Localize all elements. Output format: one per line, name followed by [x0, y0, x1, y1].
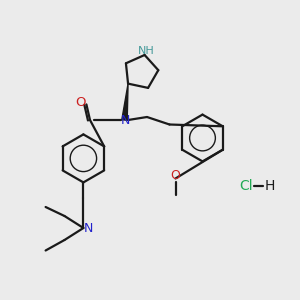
Polygon shape [122, 84, 128, 120]
Text: Cl: Cl [239, 179, 253, 193]
Text: O: O [171, 169, 180, 182]
Text: N: N [121, 114, 130, 127]
Text: NH: NH [138, 46, 155, 56]
Text: H: H [264, 179, 274, 193]
Text: O: O [76, 96, 86, 110]
Text: N: N [84, 221, 94, 235]
